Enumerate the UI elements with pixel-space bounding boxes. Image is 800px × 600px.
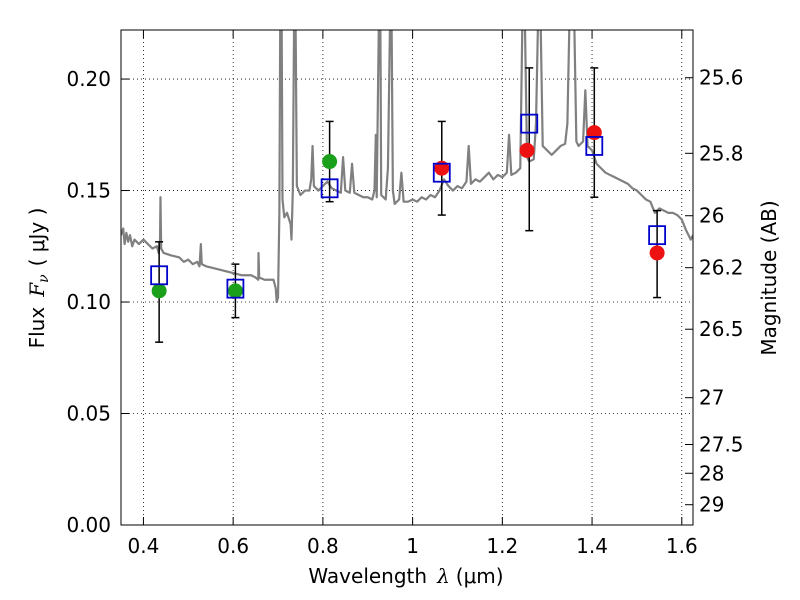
y2-tick-label: 29	[699, 493, 724, 517]
data-point	[322, 154, 338, 170]
y2-tick-label: 27.5	[699, 433, 744, 457]
spectrum-line	[121, 30, 693, 304]
y-axis-label-subscript: ν	[36, 274, 52, 283]
x-axis-label-text: Wavelength	[308, 564, 427, 588]
model-photometry-square	[648, 225, 667, 246]
x-tick-label: 0.6	[217, 534, 249, 558]
x-tick-label: 1.6	[666, 534, 698, 558]
x-tick-label: 1.2	[486, 534, 518, 558]
y2-tick-label: 26.2	[699, 256, 744, 280]
model-photometry-square	[226, 278, 245, 299]
x-tick-label: 0.8	[307, 534, 339, 558]
y2-axis-label: Magnitude (AB)	[757, 200, 781, 355]
x-axis-label-unit: (μm)	[456, 564, 504, 588]
y-axis-label-symbol: F	[25, 282, 49, 298]
plot-frame	[120, 29, 694, 526]
y-tick-label: 0.15	[66, 179, 111, 203]
data-point	[151, 283, 167, 299]
plot-background	[121, 30, 693, 525]
x-tick-label: 1.4	[576, 534, 608, 558]
data-point	[227, 283, 243, 299]
y-tick-label: 0.05	[66, 402, 111, 426]
model-photometry-square	[320, 178, 339, 199]
model-photometry-square	[520, 113, 539, 134]
x-tick-label: 1	[406, 534, 419, 558]
y-tick-label: 0.00	[66, 513, 111, 537]
y2-tick-label: 25.6	[699, 66, 744, 90]
y2-tick-label: 28	[699, 461, 724, 485]
y-axis-label-text: Flux	[25, 307, 49, 349]
y-tick-label: 0.20	[66, 67, 111, 91]
model-photometry-square	[432, 162, 451, 183]
x-axis-label-symbol: λ	[436, 564, 450, 588]
y-axis-label-unit: ( μJy )	[25, 208, 49, 267]
y2-tick-label: 27	[699, 386, 724, 410]
y-axis-label: Flux Fν ( μJy )	[25, 208, 52, 349]
model-photometry-square	[150, 265, 169, 286]
x-tick-label: 0.4	[128, 534, 160, 558]
data-point	[519, 142, 535, 158]
data-point	[649, 245, 665, 261]
marks-layer	[150, 67, 667, 343]
y2-tick-label: 26	[699, 204, 724, 228]
y2-tick-label: 26.5	[699, 317, 744, 341]
axis-ticks: 0.4 0.6 0.8 1 1.2 1.4 1.6 0.00 0.05 0.10 0.15 0.20 2…	[66, 30, 744, 558]
spectrum-layer	[121, 30, 693, 304]
x-axis-label: Wavelength λ (μm)	[308, 564, 503, 588]
model-photometry-square	[585, 136, 604, 156]
y2-tick-label: 25.8	[699, 141, 744, 165]
y-tick-label: 0.10	[66, 290, 111, 314]
